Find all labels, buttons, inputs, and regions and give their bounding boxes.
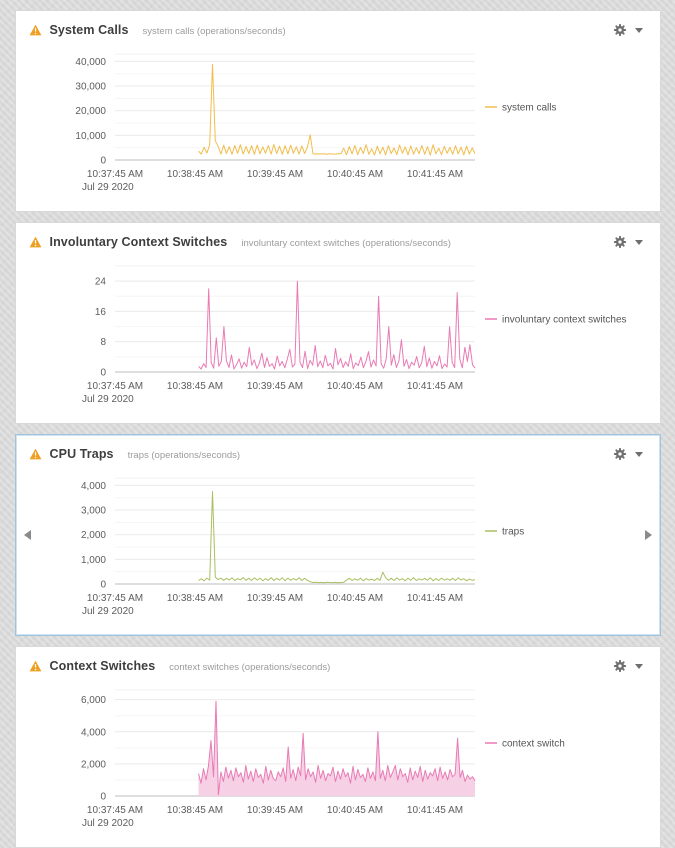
y-tick-label: 0 <box>100 156 106 167</box>
x-tick-label: 10:40:45 AM <box>326 805 382 816</box>
x-axis-date-label: Jul 29 2020 <box>82 394 134 405</box>
y-tick-label: 1,000 <box>80 555 105 566</box>
y-tick-label: 20,000 <box>75 106 106 117</box>
y-tick-label: 0 <box>100 580 106 591</box>
cpu-traps-chart: 0 1,000 2,000 3,000 4,000 10:37:45 AM Jul 29 2… <box>80 477 524 617</box>
x-tick-label: 10:40:45 AM <box>326 381 382 392</box>
panel-subtitle: involuntary context switches (operations… <box>241 237 451 249</box>
y-tick-label: 30,000 <box>75 82 106 93</box>
carousel-left-arrow[interactable] <box>23 530 31 540</box>
gear-icon[interactable] <box>611 233 629 251</box>
x-tick-label: 10:38:45 AM <box>166 805 222 816</box>
x-tick-label: 10:40:45 AM <box>326 169 382 180</box>
gear-icon[interactable] <box>611 445 629 463</box>
panel-header: Involuntary Context Switches involuntary… <box>25 230 651 252</box>
panel-subtitle: traps (operations/seconds) <box>127 449 241 461</box>
chart-panel-cpu-traps[interactable]: CPU Traps traps (operations/seconds) 0 1,… <box>14 434 661 636</box>
x-tick-label: 10:40:45 AM <box>326 593 382 604</box>
chart-panel-system-calls[interactable]: System Calls system calls (operations/se… <box>14 10 661 212</box>
y-tick-label: 8 <box>100 337 106 348</box>
x-tick-label: 10:39:45 AM <box>246 169 302 180</box>
x-tick-label: 10:37:45 AM <box>86 381 142 392</box>
panel-header: System Calls system calls (operations/se… <box>25 18 651 40</box>
y-tick-label: 10,000 <box>75 131 106 142</box>
x-tick-label: 10:39:45 AM <box>246 381 302 392</box>
y-tick-label: 0 <box>100 368 106 379</box>
panel-header: Context Switches context switches (opera… <box>25 654 651 676</box>
y-tick-label: 4,000 <box>80 481 105 492</box>
legend-label[interactable]: involuntary context switches <box>502 315 627 326</box>
panel-subtitle: context switches (operations/seconds) <box>169 661 331 673</box>
chart-panel-context-switches[interactable]: Context Switches context switches (opera… <box>14 646 661 848</box>
panel-title: Context Switches <box>49 659 156 673</box>
chart-area: 0 10,000 20,000 30,000 40,000 10:37:45 AM Jul … <box>25 44 651 201</box>
y-tick-label: 24 <box>94 277 106 288</box>
legend-label[interactable]: traps <box>502 527 524 538</box>
y-tick-label: 3,000 <box>80 506 105 517</box>
series-line <box>197 491 475 584</box>
legend-label[interactable]: context switch <box>502 739 565 750</box>
x-axis-date-label: Jul 29 2020 <box>82 606 134 617</box>
y-tick-label: 4,000 <box>80 727 105 738</box>
panel-header: CPU Traps traps (operations/seconds) <box>25 442 651 464</box>
chevron-down-icon[interactable] <box>633 450 645 459</box>
context-switches-chart: 0 2,000 4,000 6,000 10:37:45 AM Jul 29 2020 10… <box>80 689 565 829</box>
involuntary-context-switches-chart: 0 8 16 24 10:37:45 AM Jul 29 2020 10:38:45 AM 1… <box>82 265 627 405</box>
warning-icon <box>29 660 42 672</box>
panel-title: CPU Traps <box>49 447 114 461</box>
x-tick-label: 10:41:45 AM <box>406 169 462 180</box>
x-tick-label: 10:38:45 AM <box>166 381 222 392</box>
panel-subtitle: system calls (operations/seconds) <box>142 25 286 37</box>
panel-title: Involuntary Context Switches <box>49 235 228 249</box>
x-tick-label: 10:38:45 AM <box>166 169 222 180</box>
y-tick-label: 2,000 <box>80 530 105 541</box>
warning-icon <box>29 236 42 248</box>
x-tick-label: 10:39:45 AM <box>246 805 302 816</box>
x-tick-label: 10:37:45 AM <box>86 805 142 816</box>
x-tick-label: 10:41:45 AM <box>406 805 462 816</box>
x-tick-label: 10:37:45 AM <box>86 593 142 604</box>
system-calls-chart: 0 10,000 20,000 30,000 40,000 10:37:45 AM Jul … <box>75 53 556 193</box>
chart-area: 0 1,000 2,000 3,000 4,000 10:37:45 AM Jul 29 2… <box>25 468 651 625</box>
y-tick-label: 0 <box>100 792 106 803</box>
chart-area: 0 2,000 4,000 6,000 10:37:45 AM Jul 29 2020 10… <box>25 680 651 837</box>
gear-icon[interactable] <box>611 657 629 675</box>
chevron-down-icon[interactable] <box>633 26 645 35</box>
warning-icon <box>29 24 42 36</box>
x-tick-label: 10:38:45 AM <box>166 593 222 604</box>
series-line <box>197 280 475 370</box>
x-tick-label: 10:41:45 AM <box>406 381 462 392</box>
chart-panel-involuntary-context-switches[interactable]: Involuntary Context Switches involuntary… <box>14 222 661 424</box>
chevron-down-icon[interactable] <box>633 238 645 247</box>
y-tick-label: 40,000 <box>75 57 106 68</box>
warning-icon <box>29 448 42 460</box>
y-tick-label: 16 <box>94 307 106 318</box>
legend-label[interactable]: system calls <box>502 103 556 114</box>
series-line <box>197 63 475 156</box>
x-tick-label: 10:39:45 AM <box>246 593 302 604</box>
series-line <box>197 700 475 796</box>
gear-icon[interactable] <box>611 21 629 39</box>
y-tick-label: 2,000 <box>80 759 105 770</box>
x-tick-label: 10:37:45 AM <box>86 169 142 180</box>
x-axis-date-label: Jul 29 2020 <box>82 182 134 193</box>
carousel-right-arrow[interactable] <box>644 530 652 540</box>
chevron-down-icon[interactable] <box>633 662 645 671</box>
panel-title: System Calls <box>49 23 129 37</box>
x-tick-label: 10:41:45 AM <box>406 593 462 604</box>
chart-area: 0 8 16 24 10:37:45 AM Jul 29 2020 10:38:45 AM 1… <box>25 256 651 413</box>
y-tick-label: 6,000 <box>80 695 105 706</box>
x-axis-date-label: Jul 29 2020 <box>82 818 134 829</box>
